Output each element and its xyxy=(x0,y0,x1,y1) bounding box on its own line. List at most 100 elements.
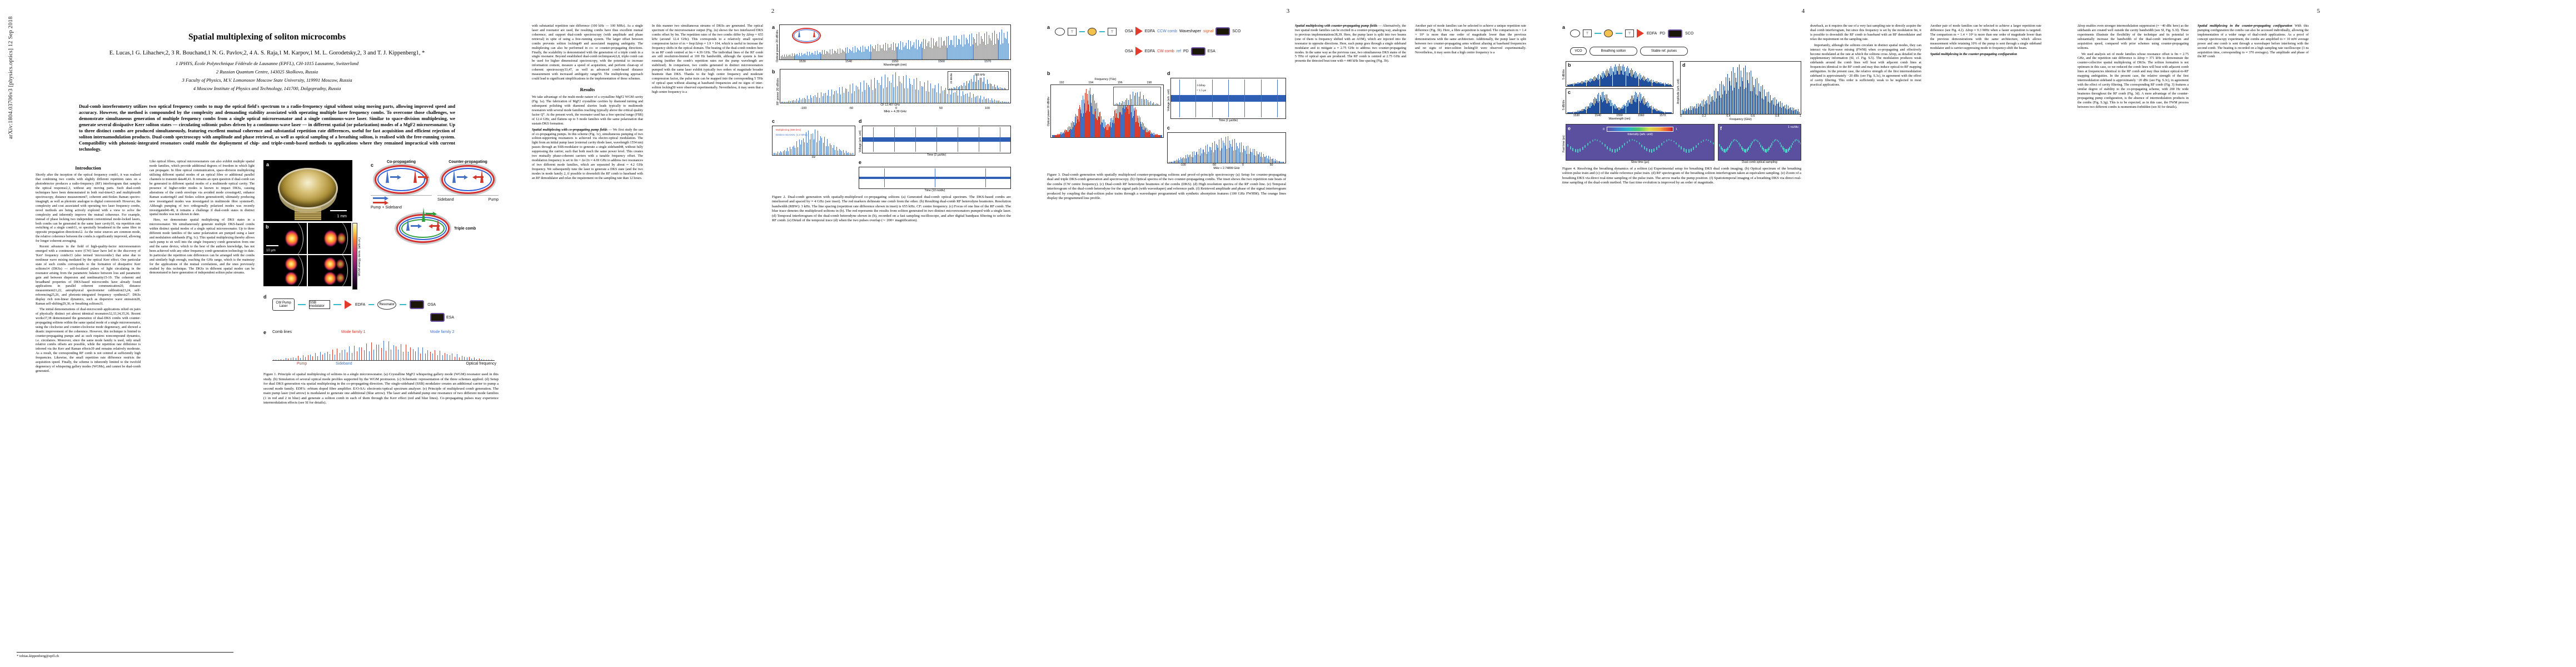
fig3-edfa-icon-2 xyxy=(1135,47,1143,56)
figure-4: a ⊤ ⊤ EDFA PD SCO xyxy=(1562,24,1801,186)
page-title: Spatial multiplexing of soliton microcom… xyxy=(188,32,346,42)
paragraph: — Alternatively, the two spatial mode fa… xyxy=(1295,24,1407,63)
fig4d-axes: d xyxy=(1680,61,1801,115)
fig3-label-signal: signal xyxy=(1203,29,1214,33)
fig3-label-ref: ref xyxy=(1176,49,1181,53)
ring-counter-propagating xyxy=(440,163,496,196)
fig2e-xlabel: Time (10 ns/div) xyxy=(924,189,945,192)
scale-bar xyxy=(330,210,347,212)
fig2a-xtick: 1570 xyxy=(984,60,991,63)
fig4-colorbar-label: Intensity (arb. unit) xyxy=(1627,133,1653,136)
fig2b-xtick: 100 xyxy=(984,107,990,110)
page-3: 3 a ⊤ ⊤ OSA xyxy=(1030,0,1546,667)
fig2a-xlabel: Wavelength (nm) xyxy=(883,63,907,67)
fig4-breathing-soliton-box: Breathing soliton xyxy=(1590,47,1637,56)
fig2c-legend-multiplexing: Multiplexing (656 kHz) xyxy=(776,128,801,131)
subsection-heading: Spatial multiplexing in the counter-prop… xyxy=(2198,24,2293,28)
fig2a-xtick: 1530 xyxy=(799,60,806,63)
fig3c-xtick: 0 xyxy=(1242,163,1244,167)
fig4-colorbar-max: 1 xyxy=(1676,127,1678,131)
ring-title-counter: Counter-propagating xyxy=(449,160,487,165)
device-edfa-icon xyxy=(345,300,352,310)
panel-label-c: c xyxy=(772,118,775,124)
fig3-label-waveshaper: Waveshaper xyxy=(1179,29,1201,33)
paragraph: Δfrep enables even stronger intermodulat… xyxy=(2077,24,2189,50)
fig4e-heatmap: e 0 1 Intensity (arb. unit) xyxy=(1566,124,1715,161)
fig4-filter-1: ⊤ xyxy=(1583,29,1592,37)
panel-label-c: c xyxy=(1568,89,1571,95)
paragraph: Another pair of mode families can be sel… xyxy=(1930,24,2041,50)
panel-label-a: a xyxy=(266,162,270,168)
colorbar-energy-density xyxy=(352,223,357,290)
affiliation-4: 4 Moscow Institute of Physics and Techno… xyxy=(193,85,341,91)
fig4c-xtick: 1570 xyxy=(1659,114,1666,117)
fig4d-xtick: 0 xyxy=(1680,115,1682,118)
affiliation-2: 2 Russian Quantum Centre, 143025 Skolkov… xyxy=(216,69,318,75)
fig4-filter-2: ⊤ xyxy=(1625,29,1634,37)
fig4-stable-ref-box: Stable ref. pulses xyxy=(1640,47,1688,56)
ring-title-co: Co-propagating xyxy=(386,160,416,165)
fig4c-xlabel: Wavelength (nm) xyxy=(1608,117,1631,121)
fig4c-axes: c xyxy=(1566,88,1673,114)
paragraph: We take advantage of the multi-mode natu… xyxy=(532,96,643,126)
device-filter-2: ⊤ xyxy=(1108,28,1117,36)
panel-label-b: b xyxy=(1047,71,1050,76)
fig3d-annot-1: 1/Δfrep xyxy=(1197,84,1205,87)
fig2a-xtick: 1560 xyxy=(938,60,945,63)
fig2e-axes xyxy=(859,167,1011,189)
fig4-aom xyxy=(1604,29,1613,37)
panel-label-e: e xyxy=(263,330,267,336)
panel-label-a: a xyxy=(1562,24,1566,30)
panel-e-spectrum xyxy=(272,337,495,361)
fig3-label-osa-2: OSA xyxy=(1125,49,1133,53)
paragraph: Another pair of mode families can be sel… xyxy=(1415,24,1526,54)
fig3-esa-screen xyxy=(1190,47,1205,56)
abstract: Dual-comb interferometry utilizes two op… xyxy=(79,103,455,152)
mode-profile-2 xyxy=(308,223,351,255)
page-1: arXiv:1804.03706v3 [physics.optics] 12 S… xyxy=(0,0,515,667)
fig2b-inset-cf: CF 12.407 GHz xyxy=(880,103,900,107)
fig3-label-edfa: EDFA xyxy=(1144,29,1155,33)
scale-label-um: 10 µm xyxy=(266,249,276,253)
fig4f-ylabel: 1 ns/div. xyxy=(1787,126,1799,129)
panel-e-comb-lines: Comb lines xyxy=(272,330,292,335)
device-ssb-modulator: SSB modulator xyxy=(309,300,330,310)
fig4-label-sco: SCO xyxy=(1685,31,1694,36)
panel-e-sideband: Sideband xyxy=(336,362,352,366)
legend-triple-comb: Triple comb xyxy=(454,226,476,231)
arxiv-stamp: arXiv:1804.03706v3 [physics.optics] 12 S… xyxy=(8,16,14,139)
fig3b-xtick: 192 xyxy=(1059,81,1064,84)
fig3d-axes: 1/Δfrep = 1.5 µs xyxy=(1170,78,1286,119)
fig2a-axes xyxy=(779,24,1011,60)
fig3-label-sco: SCO xyxy=(1232,29,1241,33)
panel-label-c: c xyxy=(371,162,374,168)
fig4d-xtick: 0.8 xyxy=(1775,115,1780,118)
device-edfa-label: EDFA xyxy=(355,302,366,307)
figure-3-caption: Figure 3. Dual-comb generation with spat… xyxy=(1047,173,1286,201)
fig4c-xtick: 1540 xyxy=(1595,114,1601,117)
author-list: E. Lucas,1 G. Lihachev,2, 3 R. Bouchand,… xyxy=(109,50,425,56)
panel-label-c: c xyxy=(1167,125,1170,131)
section-heading-introduction: Introduction xyxy=(75,165,101,171)
colorbar-label: WGM energy dens. (arb.un.) xyxy=(358,237,361,276)
paragraph: — We first study the use of co-propagati… xyxy=(532,128,643,180)
page-number-2: 2 xyxy=(771,8,775,14)
paragraph: Shortly after the inception of the optic… xyxy=(36,173,141,243)
instrument-esa-label: ESA xyxy=(446,315,455,320)
fig3d-annot-2: = 1.5 µs xyxy=(1197,89,1207,92)
page-5: 5 Δfrep enables even stronger intermodul… xyxy=(2061,0,2576,667)
fig3c-axes xyxy=(1167,132,1286,163)
panel-e-mode-family-2: Mode family 2 xyxy=(430,330,455,335)
fig4-edfa-icon xyxy=(1637,29,1644,38)
page-number-4: 4 xyxy=(1801,8,1805,14)
panel-label-d: d xyxy=(1167,71,1170,76)
paragraph: With this pumping configuration the comb… xyxy=(2198,24,2309,59)
panel-e-mode-family-1: Mode family 1 xyxy=(341,330,366,335)
fig3b-xlabel-top: Frequency (THz) xyxy=(1094,78,1117,81)
fig2b-axes: 20 dB/div. 655 kHz xyxy=(779,69,1011,103)
ring-co-propagating xyxy=(373,163,430,196)
fig3d-xlabel: Time (1 µs/div) xyxy=(1218,119,1238,122)
paragraph: with substantial repetition rate differe… xyxy=(532,24,643,81)
panel-label-e: e xyxy=(1568,126,1571,131)
fig4c-xtick: 1560 xyxy=(1638,114,1645,117)
